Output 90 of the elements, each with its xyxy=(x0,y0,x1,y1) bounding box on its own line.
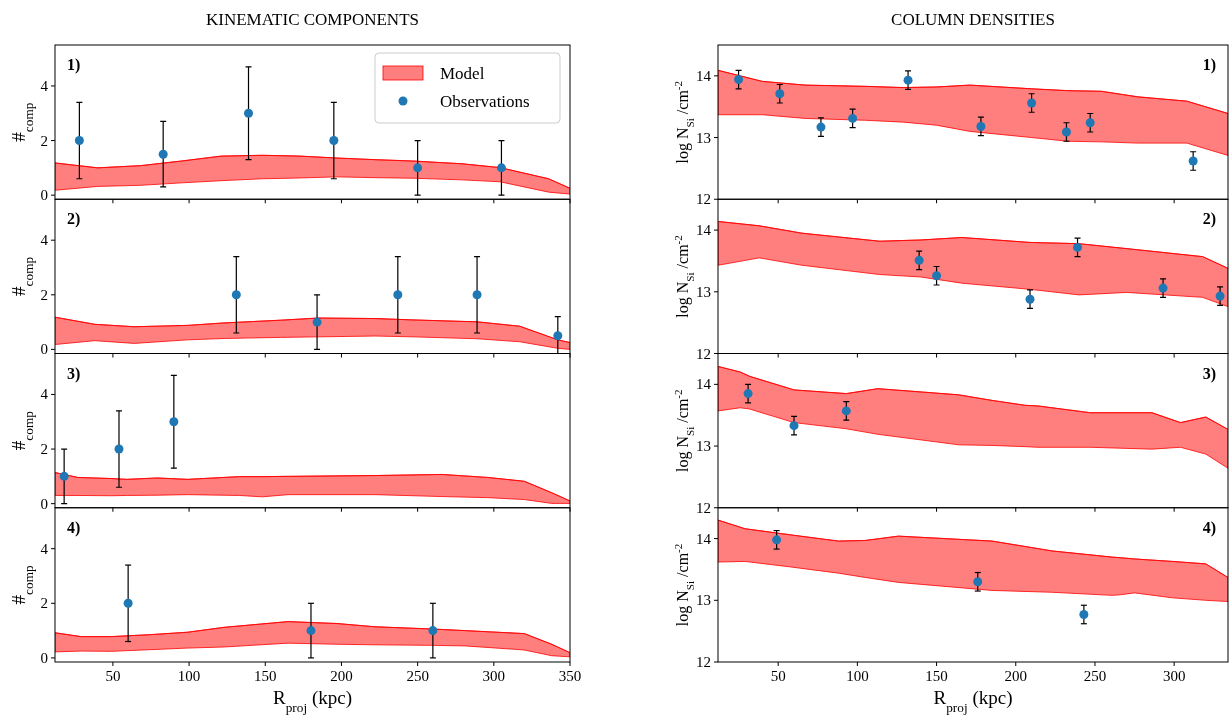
y-tick-label: 13 xyxy=(696,129,711,146)
point xyxy=(1188,156,1198,166)
y-tick-label: 2 xyxy=(40,595,48,612)
y-tick-label: 13 xyxy=(696,283,711,300)
x-tick-label: 100 xyxy=(177,668,201,684)
point xyxy=(841,406,851,416)
legend-label: Observations xyxy=(440,92,530,111)
point xyxy=(158,149,168,159)
x-axis-title: R$_{proj}$ (kpc) xyxy=(933,687,1013,715)
y-tick-label: 2 xyxy=(40,441,48,458)
point xyxy=(329,136,339,146)
x-axis-title: R$_{proj}$ (kpc) xyxy=(273,687,352,715)
y-tick-label: 12 xyxy=(696,654,711,670)
x-tick-label: 300 xyxy=(482,668,506,684)
y-tick-label: 0 xyxy=(40,495,48,512)
point xyxy=(553,331,563,341)
point xyxy=(743,389,753,399)
point xyxy=(231,290,241,300)
point xyxy=(848,113,858,123)
point xyxy=(1027,98,1037,108)
point xyxy=(312,317,322,327)
point xyxy=(973,577,983,587)
y-tick-label: 14 xyxy=(696,530,712,547)
point xyxy=(772,535,782,545)
legend-label: Model xyxy=(440,64,485,83)
annotation: 3) xyxy=(1202,364,1216,383)
point xyxy=(496,163,506,173)
y-tick-label: 14 xyxy=(696,67,712,84)
point xyxy=(169,417,179,427)
y-tick-label: 12 xyxy=(696,191,711,208)
y-tick-label: 4 xyxy=(40,540,49,557)
point xyxy=(393,290,403,300)
point xyxy=(1061,127,1071,137)
point xyxy=(789,421,799,431)
x-tick-label: 50 xyxy=(770,668,786,684)
point xyxy=(74,136,84,146)
point xyxy=(1158,283,1168,293)
point xyxy=(472,290,482,300)
y-tick-label: 2 xyxy=(40,132,48,149)
y-tick-label: 0 xyxy=(40,341,48,358)
line-series xyxy=(718,519,1228,578)
point xyxy=(903,75,913,85)
annotation: 1) xyxy=(67,56,81,74)
y-tick-label: 4 xyxy=(40,232,49,249)
point xyxy=(1215,291,1225,301)
point xyxy=(1085,118,1095,128)
y-tick-label: 13 xyxy=(696,592,711,609)
annotation: 2) xyxy=(67,210,81,229)
annotation: 4) xyxy=(67,518,81,537)
x-tick-label: 200 xyxy=(1004,668,1028,684)
y-tick-label: 4 xyxy=(40,77,49,94)
y-tick-label: 4 xyxy=(40,386,49,403)
point xyxy=(244,108,254,118)
x-tick-label: 350 xyxy=(558,668,582,684)
point xyxy=(734,75,744,85)
x-tick-label: 50 xyxy=(105,668,121,684)
y-tick-label: 0 xyxy=(40,649,48,666)
point xyxy=(976,121,986,131)
x-tick-label: 250 xyxy=(406,668,429,684)
annotation: 1) xyxy=(1202,56,1216,74)
x-tick-label: 150 xyxy=(254,668,277,684)
y-tick-label: 13 xyxy=(696,438,711,455)
x-tick-label: 150 xyxy=(925,668,948,684)
point xyxy=(1073,242,1083,252)
chart-title: COLUMN DENSITIES xyxy=(891,10,1055,29)
y-tick-label: 12 xyxy=(696,499,711,516)
point xyxy=(1025,294,1035,304)
point xyxy=(914,255,924,265)
point xyxy=(816,122,826,132)
annotation: 3) xyxy=(67,364,81,383)
point xyxy=(413,163,423,173)
x-tick-label: 300 xyxy=(1162,668,1186,684)
line-series xyxy=(718,366,1228,430)
x-tick-label: 200 xyxy=(330,668,353,684)
y-tick-label: 14 xyxy=(696,376,712,393)
chart-title: KINEMATIC COMPONENTS xyxy=(206,10,419,29)
line-series xyxy=(55,316,570,343)
y-tick-label: 0 xyxy=(40,187,48,204)
point xyxy=(114,444,124,454)
annotation: 4) xyxy=(1202,518,1216,537)
y-tick-label: 14 xyxy=(696,222,712,239)
point xyxy=(932,271,942,281)
x-tick-label: 250 xyxy=(1083,668,1107,684)
point xyxy=(1079,609,1089,619)
y-tick-label: 12 xyxy=(696,345,711,362)
y-tick-label: 2 xyxy=(40,286,48,303)
point xyxy=(59,471,69,481)
annotation: 2) xyxy=(1202,210,1216,229)
x-tick-label: 100 xyxy=(846,668,869,684)
point xyxy=(775,89,785,99)
